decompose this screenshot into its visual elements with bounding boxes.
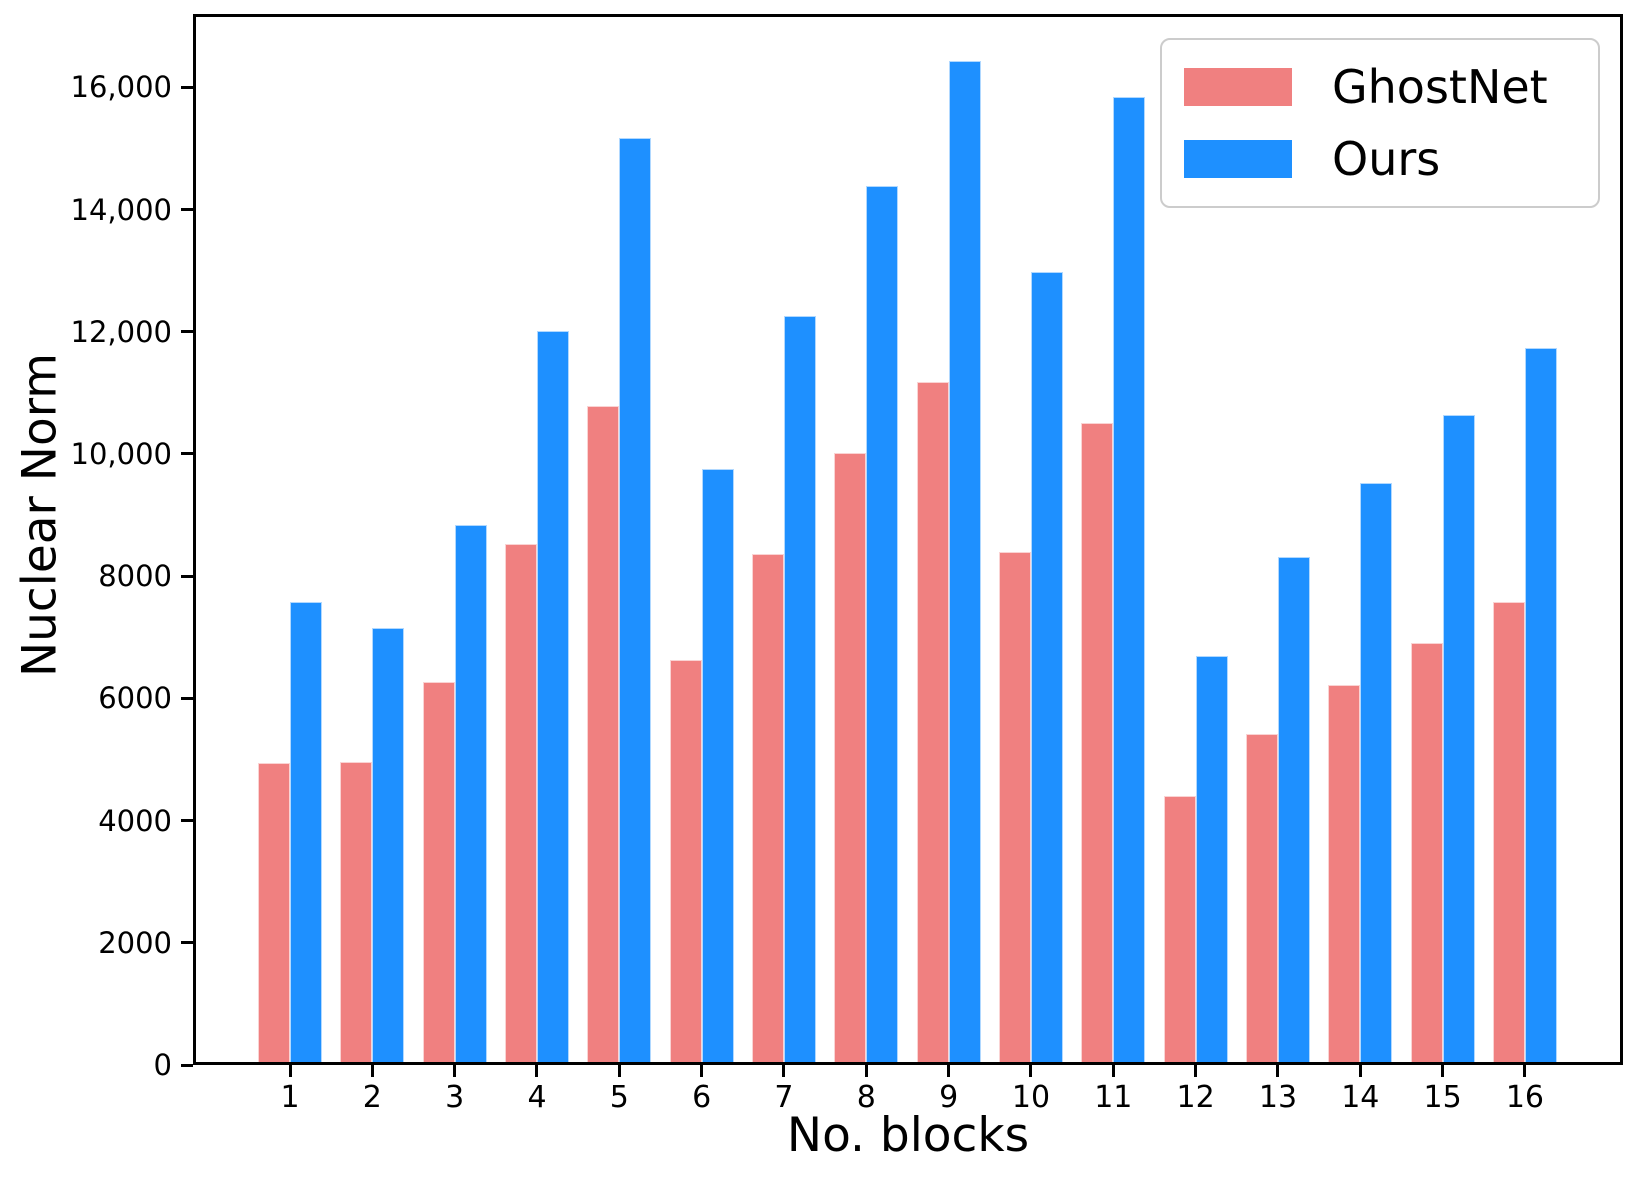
bar-ours-6	[701, 468, 734, 1065]
bar-ghostnet-15	[1410, 642, 1443, 1065]
bar-ours-1	[290, 601, 322, 1065]
legend-swatch-ghostnet	[1184, 68, 1292, 106]
x-tick-mark	[700, 1065, 704, 1077]
bar-ghostnet-4	[504, 544, 537, 1065]
y-tick-label: 16,000	[70, 70, 172, 105]
legend-label-ghostnet: GhostNet	[1332, 60, 1548, 114]
y-tick-label: 2000	[98, 925, 172, 960]
x-tick-label: 8	[856, 1080, 876, 1115]
x-tick-label: 5	[609, 1080, 629, 1115]
bar-ours-5	[619, 138, 652, 1065]
x-axis-label: No. blocks	[786, 1108, 1030, 1163]
y-tick-mark	[181, 941, 193, 945]
y-tick-label: 12,000	[70, 314, 172, 349]
x-tick-label: 16	[1505, 1080, 1545, 1115]
bar-ours-11	[1113, 96, 1146, 1065]
bar-ours-15	[1442, 415, 1475, 1065]
y-tick-label: 4000	[98, 803, 172, 838]
y-tick-label: 0	[153, 1048, 172, 1082]
bar-ghostnet-5	[587, 405, 620, 1065]
x-tick-label: 4	[527, 1080, 547, 1115]
legend-item-ours: Ours	[1184, 136, 1576, 182]
x-tick-label: 14	[1341, 1080, 1380, 1115]
x-tick-mark	[1276, 1065, 1280, 1077]
y-tick-mark	[181, 819, 193, 823]
y-tick-mark	[181, 452, 193, 456]
bar-ours-13	[1277, 556, 1310, 1065]
x-tick-label: 10	[1011, 1080, 1051, 1115]
x-tick-mark	[453, 1065, 457, 1077]
bar-ghostnet-12	[1163, 795, 1196, 1065]
bar-ours-7	[783, 316, 816, 1065]
x-tick-label: 12	[1176, 1080, 1215, 1115]
y-tick-mark	[181, 208, 193, 212]
y-axis-label: Nuclear Norm	[12, 352, 68, 678]
bar-ghostnet-1	[258, 762, 290, 1065]
bar-ours-10	[1030, 272, 1063, 1065]
bar-ghostnet-14	[1328, 684, 1361, 1065]
bar-ghostnet-16	[1492, 602, 1525, 1065]
y-tick-mark	[181, 696, 193, 700]
x-tick-mark	[1111, 1065, 1115, 1077]
x-tick-mark	[1358, 1065, 1362, 1077]
x-tick-label: 11	[1094, 1080, 1133, 1115]
x-tick-label: 13	[1258, 1080, 1298, 1115]
y-tick-mark	[181, 330, 193, 334]
bar-ours-4	[536, 330, 569, 1065]
legend-label-ours: Ours	[1332, 132, 1441, 186]
bar-ghostnet-8	[834, 453, 867, 1065]
y-tick-mark	[181, 574, 193, 578]
bar-ours-3	[454, 524, 487, 1065]
bar-ours-16	[1524, 348, 1557, 1065]
bar-ours-9	[948, 61, 981, 1065]
x-tick-label: 15	[1423, 1080, 1462, 1115]
bar-ghostnet-10	[998, 551, 1031, 1065]
x-tick-mark	[1441, 1065, 1445, 1077]
bar-ghostnet-7	[751, 553, 784, 1065]
bar-ghostnet-2	[340, 761, 373, 1065]
x-tick-mark	[535, 1065, 539, 1077]
legend-swatch-ours	[1184, 140, 1292, 178]
x-tick-label: 6	[692, 1080, 712, 1115]
x-tick-label: 2	[362, 1080, 382, 1115]
bar-ours-14	[1360, 483, 1393, 1065]
x-tick-mark	[1194, 1065, 1198, 1077]
x-tick-mark	[370, 1065, 374, 1077]
y-tick-mark	[181, 85, 193, 89]
x-tick-mark	[1523, 1065, 1527, 1077]
bar-ghostnet-11	[1081, 422, 1114, 1065]
bar-ours-2	[372, 627, 405, 1065]
x-tick-label: 1	[280, 1080, 300, 1115]
x-tick-mark	[617, 1065, 621, 1077]
y-tick-label: 14,000	[70, 192, 172, 227]
y-tick-label: 8000	[98, 559, 172, 594]
x-tick-mark	[1029, 1065, 1033, 1077]
x-tick-mark	[864, 1065, 868, 1077]
bar-ghostnet-13	[1245, 733, 1278, 1065]
plot-area	[193, 14, 1623, 1065]
legend: GhostNet Ours	[1160, 38, 1600, 208]
x-tick-label: 9	[939, 1080, 959, 1115]
y-tick-mark	[181, 1063, 193, 1067]
x-tick-mark	[288, 1065, 292, 1077]
y-tick-label: 10,000	[70, 436, 172, 471]
y-tick-label: 6000	[98, 681, 172, 716]
x-tick-mark	[947, 1065, 951, 1077]
x-tick-label: 3	[445, 1080, 465, 1115]
bar-ours-8	[866, 186, 899, 1065]
legend-item-ghostnet: GhostNet	[1184, 64, 1576, 110]
bar-ghostnet-6	[669, 659, 702, 1065]
x-tick-label: 7	[774, 1080, 794, 1115]
bar-ghostnet-9	[916, 382, 949, 1065]
x-tick-mark	[782, 1065, 786, 1077]
bar-ghostnet-3	[422, 681, 455, 1065]
bar-ours-12	[1195, 655, 1228, 1065]
